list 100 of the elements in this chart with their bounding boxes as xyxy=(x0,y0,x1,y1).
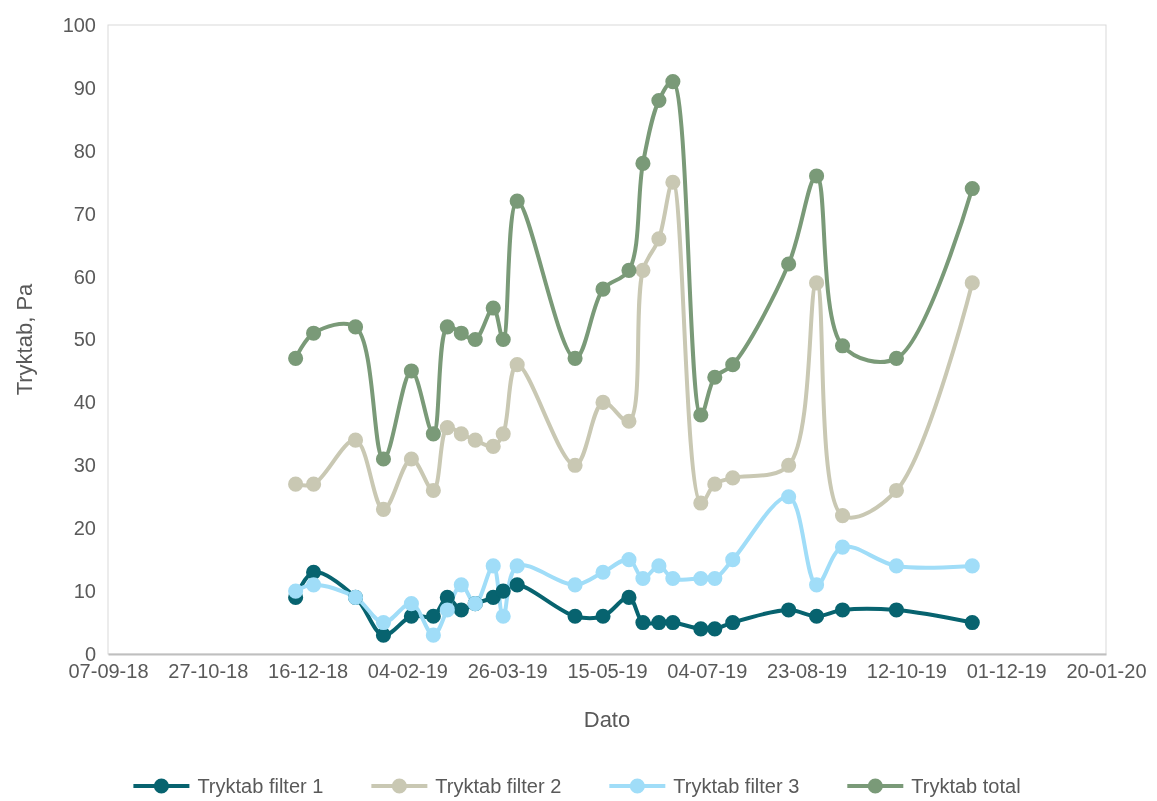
point xyxy=(453,426,469,442)
point xyxy=(964,275,980,291)
point xyxy=(467,432,483,448)
point xyxy=(888,558,904,574)
point xyxy=(888,482,904,499)
point xyxy=(834,508,851,524)
point xyxy=(781,256,797,272)
y-tick-label: 20 xyxy=(73,517,96,540)
point xyxy=(665,570,681,587)
y-tick-label: 100 xyxy=(62,13,96,36)
point xyxy=(621,413,637,429)
point xyxy=(651,558,667,574)
point xyxy=(635,155,651,171)
point xyxy=(693,407,709,423)
point xyxy=(707,570,723,587)
point xyxy=(567,577,583,593)
point xyxy=(781,602,797,618)
point xyxy=(509,577,525,593)
point xyxy=(809,608,825,624)
point xyxy=(375,501,392,517)
point xyxy=(375,451,392,467)
point xyxy=(509,558,525,574)
legend-label: Tryktab filter 3 xyxy=(673,775,800,797)
point xyxy=(306,577,322,593)
point xyxy=(567,608,583,624)
point xyxy=(403,451,419,467)
point xyxy=(809,275,825,291)
point xyxy=(567,350,583,366)
x-tick-label: 04-07-19 xyxy=(667,660,748,683)
point xyxy=(439,589,455,605)
x-tick-label: 04-02-19 xyxy=(367,660,448,683)
point xyxy=(725,552,741,568)
point xyxy=(403,596,419,612)
x-tick-label: 12-10-19 xyxy=(866,660,947,683)
point xyxy=(595,281,611,297)
y-tick-label: 30 xyxy=(73,454,96,477)
x-tick-label: 23-08-19 xyxy=(767,660,848,683)
point xyxy=(693,495,709,511)
point xyxy=(781,457,797,473)
x-tick-label: 26-03-19 xyxy=(467,660,548,683)
point xyxy=(306,564,322,580)
point xyxy=(306,325,322,341)
point xyxy=(781,489,797,505)
legend-label: Tryktab filter 2 xyxy=(435,775,562,797)
x-tick-label: 20-01-20 xyxy=(1066,660,1147,683)
point xyxy=(834,539,851,555)
point xyxy=(809,168,825,184)
point xyxy=(707,621,723,637)
point xyxy=(635,570,651,587)
point xyxy=(665,615,681,631)
point xyxy=(665,74,681,90)
legend-label: Tryktab total xyxy=(911,775,1021,797)
point xyxy=(403,608,419,624)
point xyxy=(964,615,980,631)
point xyxy=(347,432,364,448)
point xyxy=(707,369,723,385)
point xyxy=(665,174,681,190)
point xyxy=(651,231,667,247)
y-axis-title: Tryktab, Pa xyxy=(12,282,37,396)
point xyxy=(439,319,455,335)
point xyxy=(725,357,741,373)
y-tick-label: 40 xyxy=(73,391,96,414)
point xyxy=(347,319,364,335)
point xyxy=(375,615,392,631)
point xyxy=(595,608,611,624)
point xyxy=(621,262,637,278)
point xyxy=(693,570,709,587)
point xyxy=(725,470,741,486)
point xyxy=(635,615,651,631)
point xyxy=(693,621,709,637)
point xyxy=(425,482,441,499)
y-tick-label: 60 xyxy=(73,265,96,288)
point xyxy=(595,564,611,580)
point xyxy=(834,338,851,354)
point xyxy=(621,552,637,568)
point xyxy=(288,476,304,492)
point xyxy=(467,331,483,348)
point xyxy=(306,476,322,492)
point xyxy=(495,426,511,442)
point xyxy=(834,602,851,618)
point xyxy=(725,615,741,631)
x-axis-title: Dato xyxy=(583,707,631,732)
point xyxy=(567,457,583,473)
x-tick-label: 01-12-19 xyxy=(966,660,1047,683)
x-tick-label: 15-05-19 xyxy=(567,660,648,683)
point xyxy=(809,577,825,593)
point xyxy=(425,608,441,624)
y-tick-label: 90 xyxy=(73,76,96,99)
point xyxy=(439,602,455,618)
point xyxy=(288,583,304,599)
point xyxy=(509,357,525,373)
point xyxy=(635,262,651,278)
point xyxy=(595,394,611,410)
point xyxy=(509,193,525,209)
point xyxy=(651,615,667,631)
point xyxy=(888,350,904,366)
point xyxy=(403,363,419,379)
y-tick-label: 50 xyxy=(73,328,96,351)
point xyxy=(495,583,511,599)
point xyxy=(964,558,980,574)
